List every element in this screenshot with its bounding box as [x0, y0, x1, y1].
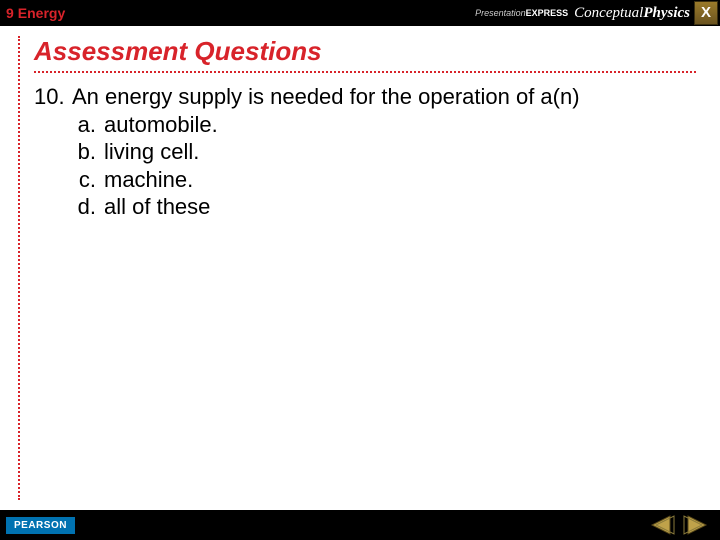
choice-d: d. all of these: [72, 193, 696, 221]
choice-b: b. living cell.: [72, 138, 696, 166]
dotted-horizontal-rule: [34, 71, 696, 73]
close-button[interactable]: X: [694, 1, 718, 25]
choice-c: c. machine.: [72, 166, 696, 194]
question-stem-row: 10. An energy supply is needed for the o…: [34, 83, 696, 111]
express-bold: EXPRESS: [526, 8, 569, 18]
nav-buttons: [648, 514, 710, 536]
express-prefix: Presentation: [475, 8, 526, 18]
bottom-bar: PEARSON: [0, 510, 720, 540]
brand-block: PresentationEXPRESS ConceptualPhysics: [475, 0, 690, 26]
content-area: Assessment Questions 10. An energy suppl…: [0, 26, 720, 510]
top-bar: 9 Energy PresentationEXPRESS ConceptualP…: [0, 0, 720, 26]
choice-letter: a.: [72, 111, 104, 139]
chapter-title: Energy: [14, 5, 65, 21]
choice-letter: c.: [72, 166, 104, 194]
chapter-number: 9: [0, 5, 14, 21]
presentation-express-label: PresentationEXPRESS: [475, 8, 568, 18]
publisher-logo: PEARSON: [6, 517, 75, 534]
question-stem: An energy supply is needed for the opera…: [72, 83, 580, 111]
book-bold: Physics: [643, 5, 690, 21]
book-title: ConceptualPhysics: [574, 5, 690, 22]
choice-a: a. automobile.: [72, 111, 696, 139]
question-block: 10. An energy supply is needed for the o…: [34, 83, 696, 221]
choice-text: all of these: [104, 193, 210, 221]
choice-text: living cell.: [104, 138, 199, 166]
question-number: 10.: [34, 83, 72, 111]
prev-button[interactable]: [648, 514, 676, 536]
book-prefix: Conceptual: [574, 5, 643, 21]
choice-letter: b.: [72, 138, 104, 166]
next-button[interactable]: [682, 514, 710, 536]
section-heading: Assessment Questions: [34, 36, 696, 67]
choice-text: machine.: [104, 166, 193, 194]
choice-letter: d.: [72, 193, 104, 221]
dotted-left-rule: Assessment Questions 10. An energy suppl…: [18, 36, 696, 500]
choice-text: automobile.: [104, 111, 218, 139]
choices-list: a. automobile. b. living cell. c. machin…: [72, 111, 696, 221]
